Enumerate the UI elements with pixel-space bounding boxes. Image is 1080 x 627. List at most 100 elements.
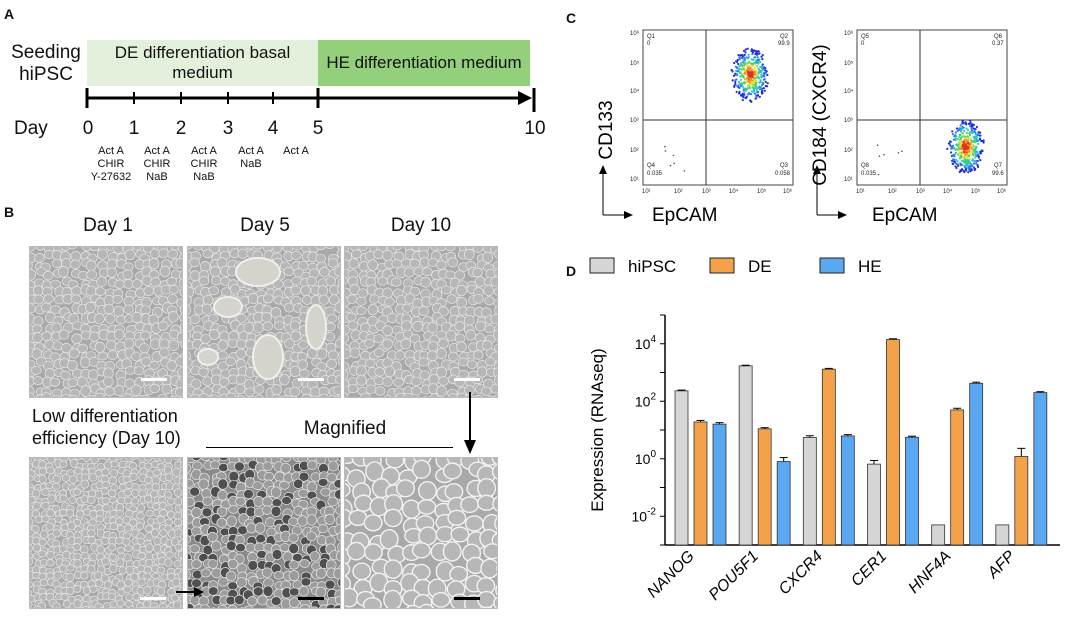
cell-mark — [136, 512, 145, 520]
facs-event-dot — [744, 69, 747, 72]
cell-mark — [115, 458, 123, 461]
facs-event-dot — [959, 137, 963, 140]
cell-mark — [89, 585, 98, 593]
cell-mark — [472, 267, 483, 278]
facs-event-dot — [962, 134, 965, 137]
facs-event-dot — [755, 65, 758, 68]
cell-mark — [218, 458, 229, 462]
facs-event-dot — [736, 66, 739, 69]
cell-mark — [167, 293, 178, 304]
facs-event-dot — [683, 170, 686, 172]
legend-label: HE — [858, 257, 882, 276]
cell-mark — [270, 505, 282, 518]
cell-mark — [336, 532, 340, 542]
cell-mark — [208, 286, 219, 296]
cell-mark — [362, 596, 382, 608]
treatment-note-2: Act A CHIR NaB — [190, 145, 218, 183]
facs-event-dot — [762, 72, 765, 75]
cell-mark — [103, 580, 113, 590]
facs-tick-label: 10⁵ — [971, 188, 981, 195]
cell-mark — [73, 599, 82, 608]
cell-mark — [325, 603, 337, 608]
facs-event-dot — [741, 64, 744, 67]
facs-event-dot — [761, 58, 764, 61]
cell-mark — [143, 494, 153, 503]
facs-event-dot — [971, 131, 974, 134]
cell-mark — [137, 552, 146, 560]
facs-event-dot — [749, 99, 752, 102]
cell-mark — [336, 248, 340, 258]
cell-mark — [492, 496, 497, 512]
cell-mark — [70, 259, 81, 270]
cell-mark — [288, 542, 299, 555]
cell-mark — [67, 247, 77, 250]
quadrant-value: 0 — [647, 41, 651, 47]
cell-mark — [69, 475, 78, 484]
bar-he-cxcr4 — [840, 435, 855, 546]
cell-mark — [191, 458, 202, 462]
cell-mark — [94, 579, 104, 588]
facs-event-dot — [959, 145, 962, 148]
cell-mark — [373, 334, 384, 344]
cell-mark — [202, 496, 213, 506]
facs-event-dot — [962, 150, 966, 154]
facs-event-dot — [749, 62, 753, 65]
legend-swatch — [589, 257, 615, 274]
cell-mark — [72, 585, 82, 593]
cell-mark — [30, 247, 36, 252]
cell-mark — [418, 603, 435, 608]
facs-event-dot — [972, 123, 975, 126]
facs-event-dot — [970, 128, 973, 131]
cell-mark — [418, 526, 438, 546]
facs-event-dot — [954, 158, 958, 162]
cell-mark — [143, 572, 152, 580]
facs-event-dot — [965, 127, 968, 130]
cell-mark — [217, 489, 228, 501]
cell-mark — [167, 311, 179, 323]
cell-mark — [52, 482, 61, 490]
cell-mark — [87, 529, 96, 538]
quadrant-name: Q5 — [861, 34, 870, 40]
cell-mark — [345, 392, 349, 397]
cell-mark — [153, 543, 162, 553]
cell-mark — [82, 458, 91, 462]
cell-mark — [411, 542, 431, 559]
facs-event-dot — [743, 56, 746, 59]
cell-mark — [166, 276, 178, 286]
cell-mark — [70, 294, 82, 304]
facs-event-dot — [969, 153, 972, 156]
cell-mark — [137, 578, 146, 587]
cell-mark — [456, 297, 468, 309]
scale-bar — [298, 597, 324, 600]
cell-mark — [123, 304, 134, 314]
cell-mark — [327, 258, 339, 268]
cell-mark — [80, 479, 90, 489]
facs-event-dot — [959, 155, 962, 158]
facs-event-dot — [741, 93, 744, 96]
cell-mark — [403, 393, 414, 397]
facs-event-dot — [952, 154, 955, 157]
cell-mark — [337, 314, 340, 323]
cell-mark — [338, 499, 340, 508]
facs-event-dot — [876, 144, 879, 146]
cell-mark — [95, 287, 106, 296]
cell-mark — [179, 558, 182, 567]
facs-event-dot — [747, 55, 751, 59]
facs-tick-label: 10¹ — [630, 177, 639, 183]
cell-mark — [447, 351, 459, 362]
cell-mark — [177, 247, 182, 255]
cell-mark — [247, 292, 259, 305]
facs-event-dot — [878, 155, 881, 157]
cell-mark — [87, 606, 95, 608]
cell-mark — [180, 340, 182, 348]
cell-mark — [482, 606, 493, 608]
cell-mark — [442, 541, 462, 562]
facs-event-dot — [761, 53, 764, 57]
facs-event-dot — [750, 48, 753, 51]
facs-event-dot — [740, 62, 743, 66]
cell-mark — [129, 472, 138, 482]
facs-event-dot — [972, 153, 975, 157]
cell-mark — [207, 586, 219, 596]
facs-event-dot — [734, 81, 737, 84]
facs-event-dot — [960, 168, 964, 171]
